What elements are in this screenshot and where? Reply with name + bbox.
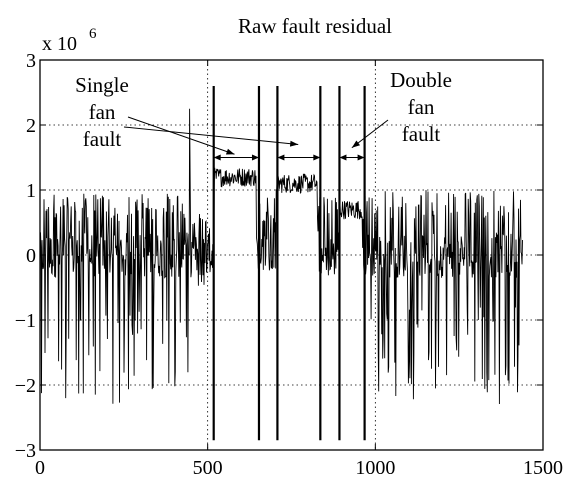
y-tick-label: −1 <box>15 310 36 332</box>
y-multiplier-exponent: 6 <box>89 26 97 42</box>
annotation-double-line: fan <box>408 95 435 119</box>
y-tick-label: 2 <box>26 115 36 137</box>
y-tick-label: 1 <box>26 180 36 202</box>
arrow-head <box>357 154 365 161</box>
y-axis: −3 −2 −1 0 1 2 3 <box>15 50 543 462</box>
arrow-head <box>225 148 235 155</box>
arrow-head <box>339 154 347 161</box>
arrow-shaft <box>123 126 299 145</box>
annotations: Single fan fault Double fan fault <box>75 68 452 155</box>
chart-title: Raw fault residual <box>238 14 392 38</box>
fault-interval <box>213 154 259 161</box>
x-axis: 0 500 1000 1500 <box>35 60 563 479</box>
x-tick-label: 0 <box>35 457 45 479</box>
x-tick-label: 1000 <box>355 457 395 479</box>
arrow-head <box>277 154 285 161</box>
fault-interval <box>277 154 321 161</box>
residual-line <box>39 108 523 405</box>
arrow-head <box>351 140 361 148</box>
annotation-arrow <box>127 116 235 155</box>
y-multiplier-text: x 10 <box>42 33 77 55</box>
fault-interval <box>339 154 365 161</box>
y-tick-label: −3 <box>15 440 36 462</box>
annotation-double-line: Double <box>390 68 452 92</box>
fault-markers <box>212 86 366 441</box>
x-tick-label: 1500 <box>523 457 563 479</box>
arrow-head <box>313 154 321 161</box>
x-tick-label: 500 <box>193 457 223 479</box>
annotation-arrow <box>123 126 299 147</box>
arrow-head <box>251 154 259 161</box>
arrow-head <box>213 154 221 161</box>
arrow-shaft <box>127 116 235 155</box>
annotation-single-line: Single <box>75 73 129 97</box>
annotation-single-line: fan <box>89 100 116 124</box>
y-multiplier-label: x 10 6 <box>42 26 97 55</box>
residual-series <box>39 108 523 405</box>
arrow-head <box>289 140 299 147</box>
annotation-arrow <box>351 119 389 149</box>
fault-intervals <box>213 154 365 161</box>
y-tick-label: −2 <box>15 375 36 397</box>
annotation-double-line: fault <box>402 122 441 146</box>
y-tick-label: 3 <box>26 50 36 72</box>
annotation-single-line: fault <box>83 127 122 151</box>
y-tick-label: 0 <box>26 245 36 267</box>
